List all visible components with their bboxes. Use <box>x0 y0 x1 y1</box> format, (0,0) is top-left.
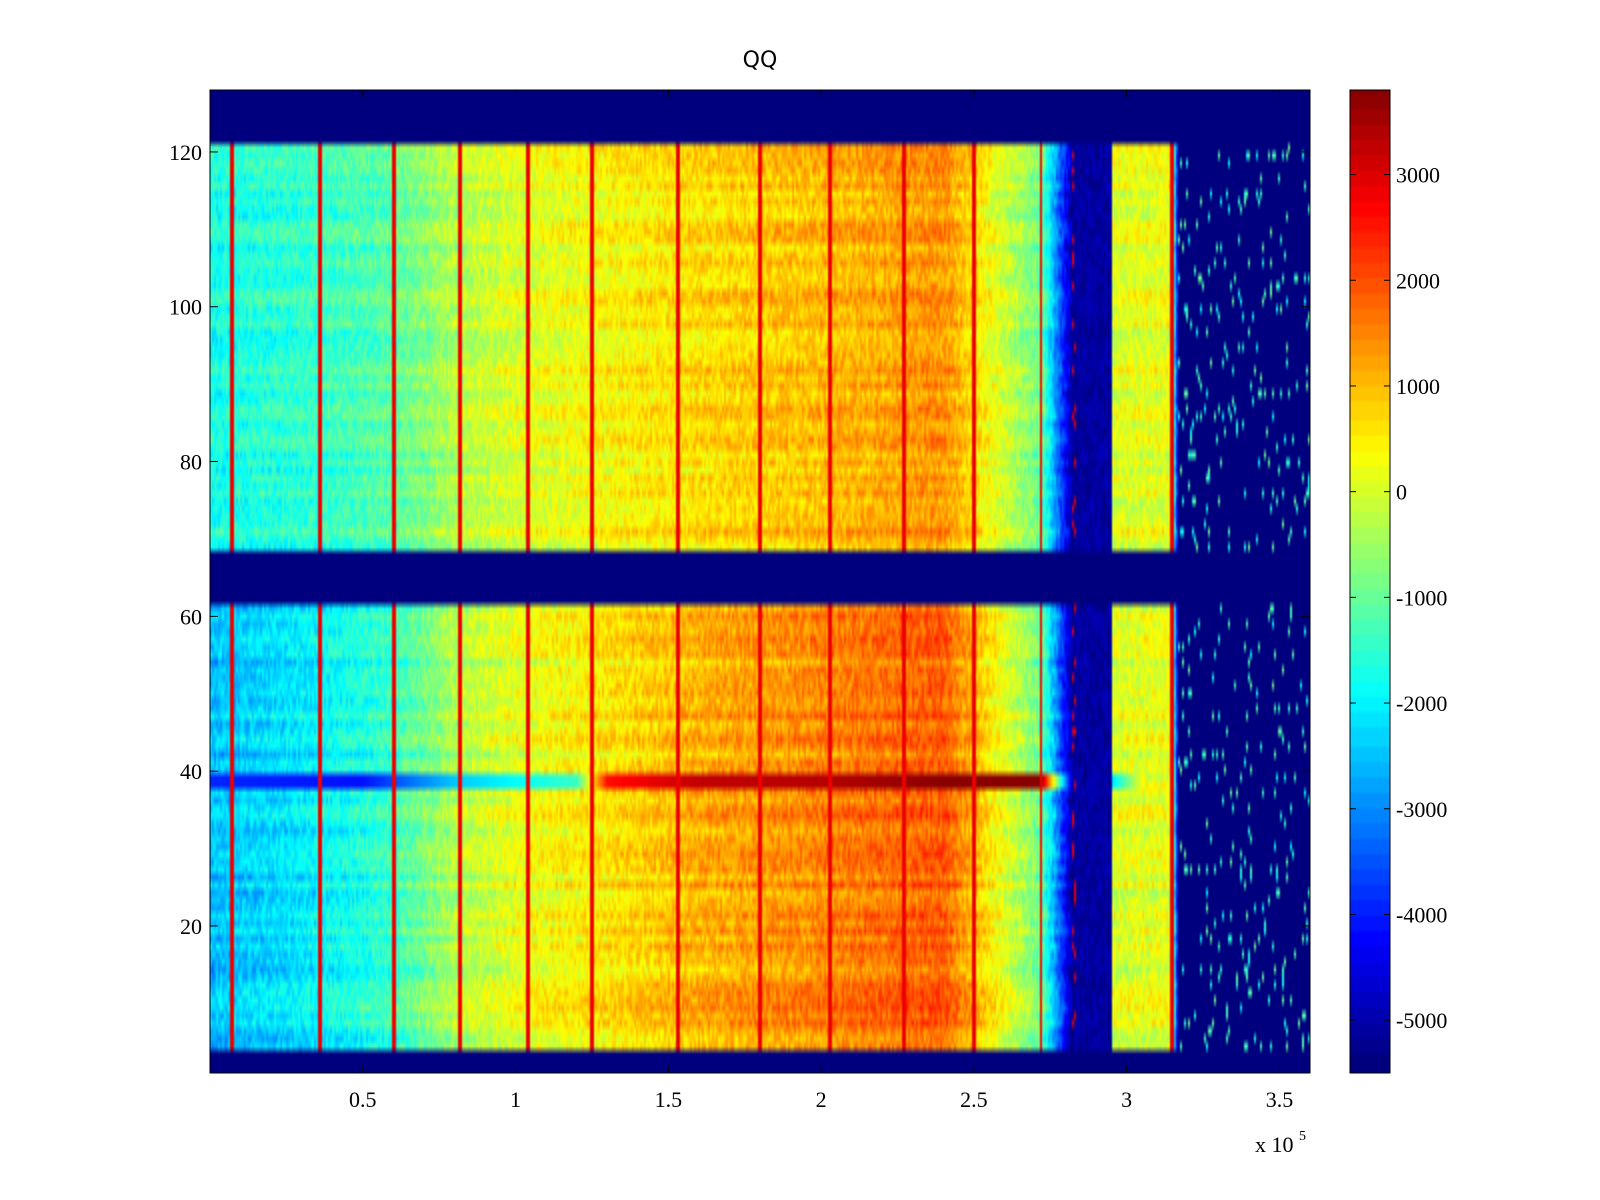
plot-area <box>209 89 1311 1074</box>
x-exponent-power: 5 <box>1299 1129 1306 1144</box>
y-axis: 20 40 60 80 100 120 <box>169 140 1310 939</box>
x-tick-label: 2.5 <box>960 1087 988 1112</box>
chart-title: QQ <box>743 48 778 73</box>
y-tick-label: 20 <box>180 914 202 939</box>
y-tick-label: 40 <box>180 759 202 784</box>
y-tick-label: 60 <box>180 604 202 629</box>
y-tick-label: 80 <box>180 450 202 475</box>
colorbar-tick-label: -4000 <box>1396 902 1447 927</box>
colorbar-ticks: 3000 2000 1000 0 -1000 -2000 -3000 -4000 -5000 <box>1350 163 1447 1033</box>
heatmap-image <box>210 90 1310 1073</box>
colorbar-tick-label: -5000 <box>1396 1008 1447 1033</box>
x-tick-label: 0.5 <box>349 1087 377 1112</box>
colorbar-tick-label: -1000 <box>1396 585 1447 610</box>
colorbar-tick-label: 2000 <box>1396 268 1440 293</box>
colorbar-tick-label: 0 <box>1396 480 1407 505</box>
x-tick-label: 2 <box>816 1087 827 1112</box>
y-tick-label: 100 <box>169 295 202 320</box>
x-tick-label: 3 <box>1121 1087 1132 1112</box>
colorbar-frame <box>1349 89 1391 1074</box>
plot-frame <box>209 89 1311 1074</box>
colorbar-tick-label: 3000 <box>1396 163 1440 188</box>
x-tick-label: 1.5 <box>655 1087 683 1112</box>
colorbar-gradient <box>1350 90 1390 1073</box>
colorbar-tick-label: -3000 <box>1396 797 1447 822</box>
x-tick-label: 1 <box>510 1087 521 1112</box>
x-axis-exponent: x 10 5 <box>1255 1129 1306 1157</box>
x-tick-label: 3.5 <box>1266 1087 1294 1112</box>
x-axis: 0.5 1 1.5 2 2.5 3 3.5 <box>349 90 1293 1112</box>
y-tick-label: 120 <box>169 140 202 165</box>
x-exponent-base: x 10 <box>1255 1132 1294 1157</box>
colorbar: 3000 2000 1000 0 -1000 -2000 -3000 -4000 -5000 <box>1349 89 1447 1074</box>
colorbar-tick-label: 1000 <box>1396 374 1440 399</box>
colorbar-tick-label: -2000 <box>1396 691 1447 716</box>
